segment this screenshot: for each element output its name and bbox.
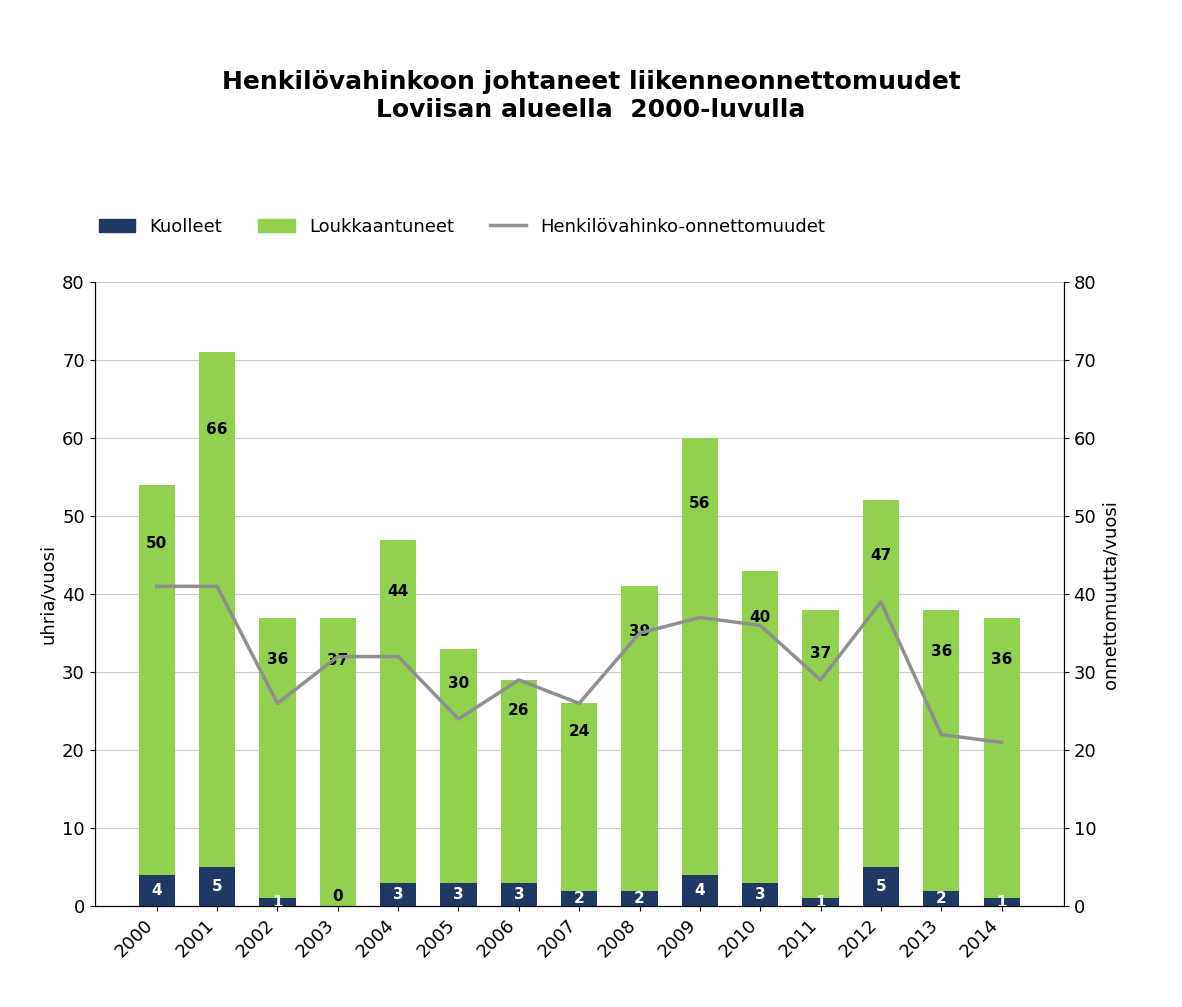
Text: 37: 37 <box>327 654 349 669</box>
Bar <box>923 891 960 906</box>
Text: 0: 0 <box>332 889 343 904</box>
Text: 2: 2 <box>936 891 947 906</box>
Bar <box>199 352 235 867</box>
Text: 3: 3 <box>755 887 766 902</box>
Text: 37: 37 <box>810 645 831 661</box>
Y-axis label: uhria/vuosi: uhria/vuosi <box>39 544 57 644</box>
Text: 24: 24 <box>569 724 590 739</box>
Bar <box>742 571 778 883</box>
Text: 26: 26 <box>508 703 530 718</box>
Text: 40: 40 <box>749 610 771 625</box>
Bar <box>381 883 416 906</box>
Text: 30: 30 <box>448 677 469 692</box>
Text: 3: 3 <box>453 887 463 902</box>
Bar <box>259 617 296 898</box>
Bar <box>983 898 1020 906</box>
Bar <box>441 649 476 883</box>
Text: 3: 3 <box>513 887 524 902</box>
Bar <box>319 617 356 906</box>
Text: 36: 36 <box>267 653 288 668</box>
Y-axis label: onnettomuutta/vuosi: onnettomuutta/vuosi <box>1102 499 1119 689</box>
Text: 47: 47 <box>870 548 891 563</box>
Text: 5: 5 <box>876 879 886 894</box>
Bar <box>742 883 778 906</box>
Bar <box>803 898 839 906</box>
Text: 1: 1 <box>816 895 826 910</box>
Bar <box>923 610 960 891</box>
Bar <box>682 438 717 875</box>
Bar <box>622 586 657 891</box>
Text: 44: 44 <box>388 583 409 598</box>
Bar <box>863 867 900 906</box>
Bar <box>381 540 416 883</box>
Bar <box>561 891 597 906</box>
Bar <box>501 680 537 883</box>
Bar <box>441 883 476 906</box>
Bar <box>259 898 296 906</box>
Text: 56: 56 <box>689 496 710 512</box>
Bar <box>803 610 839 898</box>
Text: 2: 2 <box>573 891 585 906</box>
Bar <box>501 883 537 906</box>
Text: 66: 66 <box>207 422 228 437</box>
Text: 1: 1 <box>272 895 282 910</box>
Text: 36: 36 <box>930 644 952 660</box>
Text: 36: 36 <box>991 653 1012 668</box>
Text: 4: 4 <box>151 883 162 898</box>
Text: Henkilövahinkoon johtaneet liikenneonnettomuudet
Loviisan alueella  2000-luvulla: Henkilövahinkoon johtaneet liikenneonnet… <box>222 70 960 122</box>
Bar <box>138 485 175 875</box>
Text: 50: 50 <box>147 536 168 551</box>
Bar <box>199 867 235 906</box>
Bar <box>983 617 1020 898</box>
Bar <box>682 875 717 906</box>
Bar <box>138 875 175 906</box>
Bar <box>863 500 900 867</box>
Text: 2: 2 <box>635 891 645 906</box>
Text: 1: 1 <box>996 895 1007 910</box>
Bar <box>561 704 597 891</box>
Text: 39: 39 <box>629 624 650 639</box>
Text: 3: 3 <box>392 887 403 902</box>
Text: 4: 4 <box>695 883 706 898</box>
Text: 5: 5 <box>212 879 222 894</box>
Legend: Kuolleet, Loukkaantuneet, Henkilövahinko-onnettomuudet: Kuolleet, Loukkaantuneet, Henkilövahinko… <box>92 210 833 243</box>
Bar <box>622 891 657 906</box>
